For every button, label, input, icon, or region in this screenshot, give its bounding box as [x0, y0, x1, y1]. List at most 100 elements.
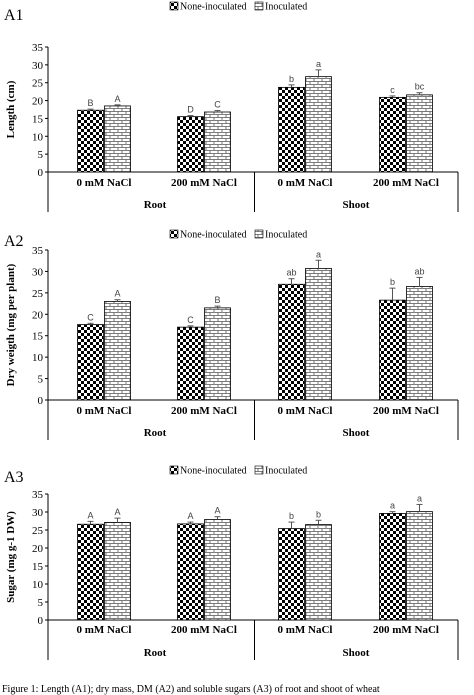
x-category-label: 200 mM NaCl — [171, 624, 237, 636]
x-category-label: 200 mM NaCl — [171, 405, 237, 417]
significance-letter: A — [87, 510, 93, 520]
y-tick-label: 15 — [32, 561, 44, 573]
significance-letter: ab — [286, 268, 296, 278]
bar — [406, 511, 433, 621]
bar — [278, 528, 305, 621]
legend-swatch — [254, 465, 264, 475]
legend-swatch — [169, 229, 179, 239]
significance-letter: C — [187, 315, 194, 325]
bar — [104, 301, 131, 401]
significance-letter: a — [316, 249, 321, 259]
y-tick-label: 30 — [32, 266, 44, 278]
y-tick-label: 35 — [32, 245, 44, 257]
significance-letter: C — [87, 312, 94, 322]
significance-letter: b — [316, 509, 321, 519]
x-group-label: Shoot — [343, 427, 370, 439]
significance-letter: B — [87, 98, 93, 108]
significance-letter: b — [390, 277, 395, 287]
x-category-label: 200 mM NaCl — [373, 405, 439, 417]
bar — [278, 86, 305, 173]
significance-letter: B — [214, 295, 220, 305]
y-tick-label: 10 — [32, 579, 44, 591]
x-category-label: 200 mM NaCl — [373, 177, 439, 189]
figure-caption: Figure 1: Length (A1); dry mass, DM (A2)… — [2, 684, 380, 695]
y-axis-title: Sugar (mg g-1 DW) — [5, 511, 17, 603]
bar — [177, 326, 204, 401]
chart-panel-a2: A2 None-inoculated Inoculated 0 5 10 15 20 25 30 3… — [4, 229, 459, 440]
bar — [204, 111, 231, 173]
significance-letter: A — [114, 94, 120, 104]
y-tick-label: 0 — [38, 615, 44, 627]
legend-entry: Inoculated — [265, 466, 307, 477]
y-tick-label: 5 — [38, 597, 44, 609]
y-axis-title: Dry weigth (mg per plant) — [5, 263, 17, 386]
y-tick-label: 5 — [38, 374, 44, 386]
y-tick-label: 25 — [32, 288, 44, 300]
legend-swatch — [169, 465, 179, 475]
bar — [379, 299, 406, 401]
y-tick-label: 0 — [38, 395, 44, 407]
y-tick-label: 15 — [32, 113, 44, 125]
x-group-label: Shoot — [343, 647, 370, 659]
x-group-label: Root — [144, 647, 167, 659]
panel-label: A2 — [4, 233, 24, 250]
significance-letter: A — [187, 511, 193, 521]
x-category-label: 200 mM NaCl — [171, 177, 237, 189]
y-tick-label: 0 — [38, 167, 44, 179]
y-tick-label: 35 — [32, 489, 44, 501]
significance-letter: a — [417, 493, 422, 503]
bar — [406, 286, 433, 401]
bar — [204, 519, 231, 621]
chart-panel-a3: A3 None-inoculated Inoculated 0 5 10 15 20 25 30 3… — [4, 465, 459, 660]
significance-letter: A — [114, 507, 120, 517]
significance-letter: b — [289, 74, 294, 84]
bar — [278, 283, 305, 401]
significance-letter: c — [390, 85, 395, 95]
legend-entry: Inoculated — [265, 2, 307, 13]
significance-letter: a — [316, 59, 321, 69]
y-tick-label: 20 — [32, 96, 44, 108]
y-tick-label: 20 — [32, 309, 44, 321]
x-category-label: 200 mM NaCl — [373, 624, 439, 636]
bar — [177, 116, 204, 173]
bar — [177, 523, 204, 621]
bar — [305, 76, 332, 173]
bar — [379, 96, 406, 173]
bar — [104, 105, 131, 173]
bar — [305, 268, 332, 401]
y-tick-label: 10 — [32, 352, 44, 364]
bar — [204, 307, 231, 401]
legend-entry: None-inoculated — [180, 2, 247, 13]
bar — [406, 94, 433, 173]
bar — [77, 324, 104, 401]
bar — [379, 513, 406, 621]
x-category-label: 0 mM NaCl — [77, 405, 132, 417]
legend-entry: Inoculated — [265, 230, 307, 241]
panel-label: A1 — [4, 7, 24, 24]
legend-swatch — [254, 229, 264, 239]
y-tick-label: 35 — [32, 42, 44, 54]
x-group-label: Shoot — [343, 199, 370, 211]
panel-label: A3 — [4, 469, 24, 486]
y-tick-label: 15 — [32, 331, 44, 343]
significance-letter: a — [390, 501, 395, 511]
y-tick-label: 30 — [32, 60, 44, 72]
x-category-label: 0 mM NaCl — [278, 624, 333, 636]
legend-swatch — [254, 1, 264, 11]
significance-letter: A — [114, 289, 120, 299]
y-axis-title: Length (cm) — [5, 80, 17, 138]
y-tick-label: 30 — [32, 507, 44, 519]
x-category-label: 0 mM NaCl — [77, 177, 132, 189]
y-tick-label: 25 — [32, 78, 44, 90]
x-group-label: Root — [144, 427, 167, 439]
bar — [305, 524, 332, 621]
legend-entry: None-inoculated — [180, 466, 247, 477]
x-category-label: 0 mM NaCl — [77, 624, 132, 636]
significance-letter: D — [187, 105, 194, 115]
y-tick-label: 5 — [38, 149, 44, 161]
legend-entry: None-inoculated — [180, 230, 247, 241]
x-category-label: 0 mM NaCl — [278, 405, 333, 417]
significance-letter: b — [289, 511, 294, 521]
x-category-label: 0 mM NaCl — [278, 177, 333, 189]
